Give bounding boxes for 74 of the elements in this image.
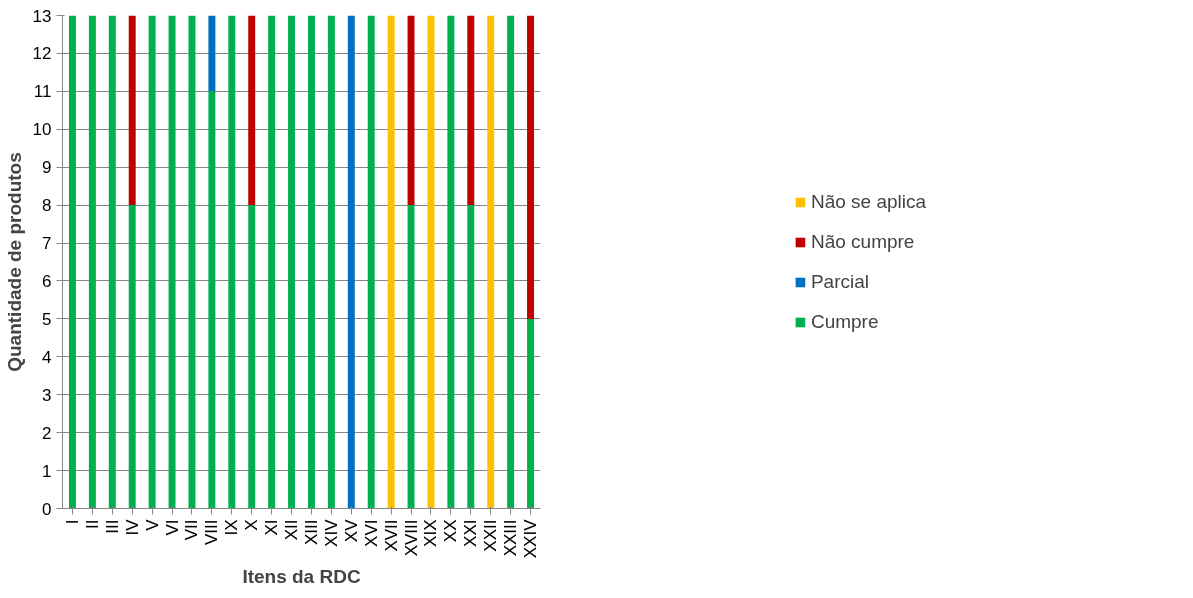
legend-label: Não se aplica <box>810 190 927 213</box>
bar <box>128 15 136 206</box>
bar <box>268 15 276 509</box>
bar <box>527 15 535 319</box>
bar <box>88 15 96 509</box>
x-tick-label: XVII <box>381 519 401 552</box>
bar <box>248 15 256 206</box>
x-axis-title: Itens da RDC <box>242 566 361 588</box>
bar <box>367 15 375 509</box>
bar <box>527 318 535 509</box>
bar <box>68 15 76 509</box>
x-tick-label: XX <box>441 519 461 543</box>
x-tick-label: VIII <box>202 519 222 546</box>
bar <box>208 15 216 92</box>
legend-label: Cumpre <box>810 310 879 333</box>
x-tick-label: XVIII <box>401 519 421 557</box>
x-tick-label: IX <box>222 519 242 536</box>
legend-label: Não cumpre <box>810 230 915 253</box>
y-tick-label: 12 <box>32 44 52 64</box>
y-tick-label: 2 <box>42 423 52 443</box>
y-tick-label: 1 <box>42 461 52 481</box>
bar <box>208 91 216 509</box>
bar <box>288 15 296 509</box>
x-tick-label: XIX <box>421 519 441 547</box>
y-tick-label: 7 <box>42 234 52 254</box>
x-tick-label: XVI <box>361 519 381 547</box>
bar <box>307 15 315 509</box>
y-tick-label: 10 <box>32 120 52 140</box>
bar <box>467 15 475 206</box>
x-tick-label: XIII <box>301 519 321 546</box>
y-tick-label: 9 <box>42 158 52 178</box>
bar <box>327 15 335 509</box>
y-tick-label: 6 <box>42 271 52 291</box>
y-tick-label: 4 <box>42 347 52 367</box>
x-tick-label: XXII <box>481 519 501 552</box>
bar <box>447 15 455 509</box>
y-tick-label: 0 <box>42 499 52 519</box>
x-tick-label: IV <box>122 518 142 536</box>
x-tick-label: XI <box>262 519 282 536</box>
bar <box>168 15 176 509</box>
x-tick-label: XV <box>341 518 361 543</box>
y-axis-title: Quantidade de produtos <box>3 152 25 372</box>
bar <box>427 15 435 509</box>
x-tick-label: X <box>242 519 262 531</box>
y-tick-label: 8 <box>42 196 52 216</box>
x-tick-label: XXIV <box>521 518 541 559</box>
bar <box>248 205 256 509</box>
y-tick-label: 11 <box>33 82 52 102</box>
bar <box>188 15 196 509</box>
bar <box>347 15 355 509</box>
bar <box>387 15 395 509</box>
legend-label: Parcial <box>810 270 870 293</box>
y-tick-label: 5 <box>42 309 52 329</box>
bar <box>407 15 415 206</box>
x-tick-label: VII <box>182 519 202 541</box>
y-tick-label: 3 <box>42 385 52 405</box>
bar <box>507 15 515 509</box>
bar <box>487 15 495 509</box>
bar <box>407 205 415 509</box>
x-tick-label: XXI <box>461 519 481 547</box>
x-tick-label: XIV <box>321 518 341 547</box>
x-tick-label: I <box>62 519 82 525</box>
bar <box>467 205 475 509</box>
x-tick-label: XXIII <box>501 519 521 557</box>
x-tick-label: VI <box>162 519 182 536</box>
x-tick-label: II <box>82 519 102 529</box>
bar <box>148 15 156 509</box>
bar <box>108 15 116 509</box>
x-tick-label: III <box>102 519 122 534</box>
bar <box>128 205 136 509</box>
x-tick-label: XII <box>282 519 302 541</box>
bar <box>228 15 236 509</box>
x-tick-label: V <box>142 518 162 531</box>
y-tick-label: 13 <box>32 6 52 26</box>
